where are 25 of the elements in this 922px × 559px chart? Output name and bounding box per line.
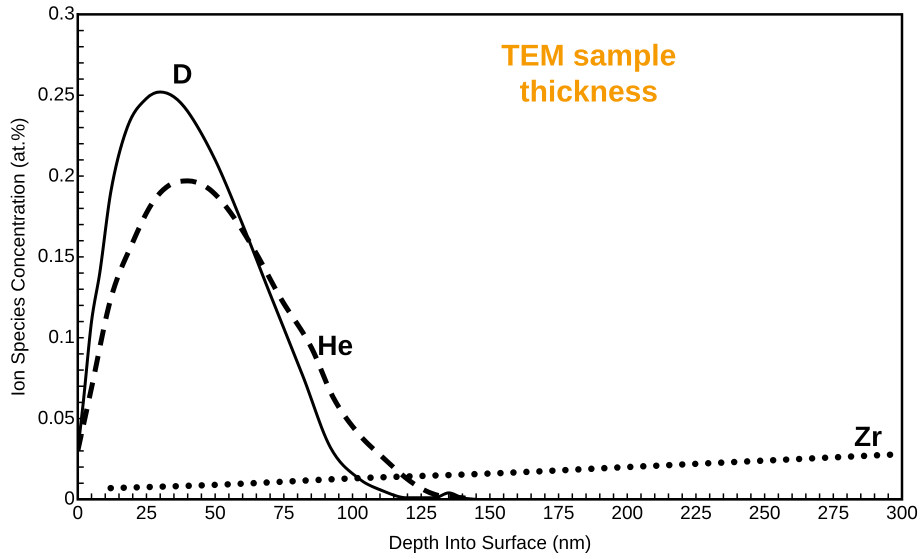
series-label: Zr <box>854 420 882 452</box>
y-tick-label: 0 <box>64 488 75 510</box>
x-tick-label: 175 <box>542 503 574 524</box>
x-tick-label: 125 <box>405 503 438 524</box>
series-label: He <box>317 330 354 362</box>
x-tick-label: 50 <box>204 503 226 524</box>
x-tick-label: 250 <box>748 503 780 524</box>
x-axis-title: Depth Into Surface (nm) <box>388 532 592 554</box>
x-tick-label: 150 <box>474 503 506 524</box>
y-tick-label: 0.1 <box>48 326 75 348</box>
x-tick-label: 300 <box>886 503 918 524</box>
y-tick-label: 0.05 <box>38 408 75 429</box>
y-tick-label: 0.15 <box>38 246 75 268</box>
x-tick-label: 75 <box>273 503 294 524</box>
x-tick-label: 100 <box>336 503 368 524</box>
y-tick-label: 0.2 <box>48 165 75 186</box>
x-tick-label: 225 <box>680 503 712 524</box>
x-tick-label: 200 <box>611 503 644 524</box>
series-label: D <box>172 58 192 90</box>
x-tick-label: 275 <box>817 503 850 524</box>
y-axis-title: Ion Species Concentration (at.%) <box>8 117 30 396</box>
x-tick-label: 25 <box>136 503 158 524</box>
y-tick-label: 0.3 <box>48 4 75 25</box>
annotation: TEM sample thickness <box>501 40 676 109</box>
y-tick-label: 0.25 <box>38 84 75 106</box>
